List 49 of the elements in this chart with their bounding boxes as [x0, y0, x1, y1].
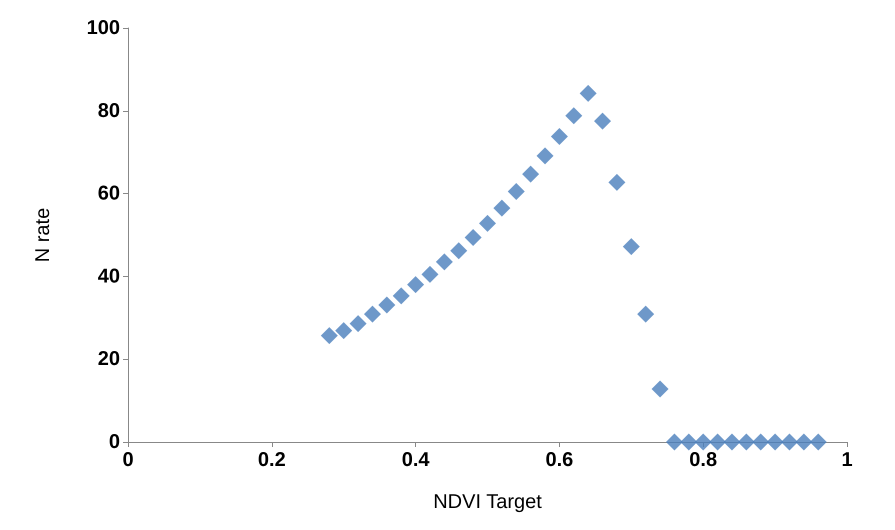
point [508, 183, 525, 200]
point [493, 200, 510, 217]
point [335, 322, 352, 340]
x-tick-label: 0.8 [689, 449, 718, 471]
point [738, 434, 755, 450]
point [780, 434, 798, 450]
point [436, 253, 453, 270]
point [479, 214, 496, 232]
y-tick-label: 40 [98, 265, 120, 288]
point [536, 147, 554, 164]
y-tick-label: 60 [98, 182, 120, 205]
x-tick-label: 0.4 [402, 449, 430, 471]
y-tick-label: 0 [108, 431, 120, 453]
point [407, 276, 424, 294]
x-tick-label: 1 [841, 449, 853, 471]
point [622, 238, 640, 256]
point [694, 434, 712, 450]
point [680, 434, 698, 450]
point [810, 434, 827, 450]
point [709, 434, 726, 450]
point [652, 380, 669, 398]
point [378, 296, 396, 314]
x-tick-label: 0.6 [545, 449, 574, 471]
point [421, 266, 438, 283]
point [637, 306, 654, 323]
y-tick-label: 100 [86, 17, 120, 39]
point [666, 434, 683, 450]
point [464, 228, 482, 246]
y-tick-label: 20 [98, 348, 120, 370]
x-tick-label: 0 [122, 449, 134, 471]
point [522, 166, 540, 183]
point [320, 327, 338, 344]
point [752, 434, 770, 450]
point [350, 315, 367, 332]
point [723, 434, 740, 450]
y-tick-label: 80 [98, 100, 120, 122]
point [580, 84, 597, 102]
point [565, 107, 582, 124]
x-tick-label: 0.2 [258, 449, 286, 471]
point [795, 434, 812, 450]
x-axis-title: NDVI Target [433, 491, 542, 513]
point [594, 112, 612, 130]
point [766, 434, 784, 450]
point [608, 174, 626, 191]
point [392, 287, 410, 304]
point [550, 128, 568, 145]
point [364, 306, 381, 323]
y-axis-title: N rate [32, 208, 54, 262]
point [450, 242, 468, 260]
